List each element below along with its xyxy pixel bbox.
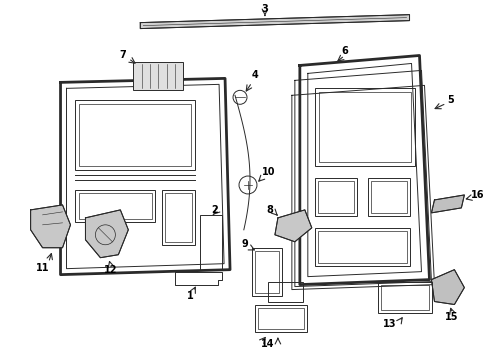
Bar bbox=[79, 193, 152, 219]
Bar bbox=[381, 285, 429, 310]
Bar bbox=[258, 307, 304, 329]
Bar bbox=[162, 190, 195, 245]
Polygon shape bbox=[275, 210, 312, 242]
Bar bbox=[315, 178, 357, 216]
Bar bbox=[378, 282, 433, 314]
Text: 9: 9 bbox=[241, 239, 248, 249]
Bar bbox=[268, 282, 303, 302]
Bar bbox=[319, 92, 411, 162]
Bar bbox=[368, 178, 410, 216]
Bar bbox=[315, 228, 410, 266]
Bar bbox=[133, 62, 183, 90]
Bar bbox=[255, 251, 279, 293]
Text: 10: 10 bbox=[262, 167, 275, 177]
Polygon shape bbox=[30, 205, 71, 248]
Polygon shape bbox=[432, 195, 465, 213]
Bar bbox=[370, 181, 407, 213]
Text: 6: 6 bbox=[342, 46, 348, 57]
Bar bbox=[318, 231, 407, 263]
Polygon shape bbox=[432, 270, 465, 305]
Text: 7: 7 bbox=[119, 50, 126, 60]
Bar bbox=[75, 190, 155, 222]
Text: 3: 3 bbox=[262, 4, 269, 14]
Text: 5: 5 bbox=[447, 95, 454, 105]
Bar bbox=[79, 104, 191, 166]
Bar bbox=[165, 193, 192, 242]
Text: 8: 8 bbox=[267, 205, 273, 215]
Bar bbox=[255, 305, 307, 332]
Bar bbox=[200, 215, 222, 270]
Text: 2: 2 bbox=[212, 205, 219, 215]
Text: 13: 13 bbox=[383, 319, 396, 329]
Text: 16: 16 bbox=[471, 190, 485, 200]
Text: 11: 11 bbox=[36, 263, 49, 273]
Polygon shape bbox=[140, 15, 410, 28]
Text: 12: 12 bbox=[103, 265, 117, 275]
Bar bbox=[75, 100, 195, 170]
Text: 4: 4 bbox=[251, 71, 258, 80]
Bar bbox=[252, 248, 282, 296]
Text: 1: 1 bbox=[187, 291, 194, 301]
Bar bbox=[318, 181, 354, 213]
Polygon shape bbox=[85, 210, 128, 258]
Text: 15: 15 bbox=[444, 312, 458, 323]
Bar bbox=[315, 88, 415, 166]
Text: 14: 14 bbox=[261, 339, 275, 349]
